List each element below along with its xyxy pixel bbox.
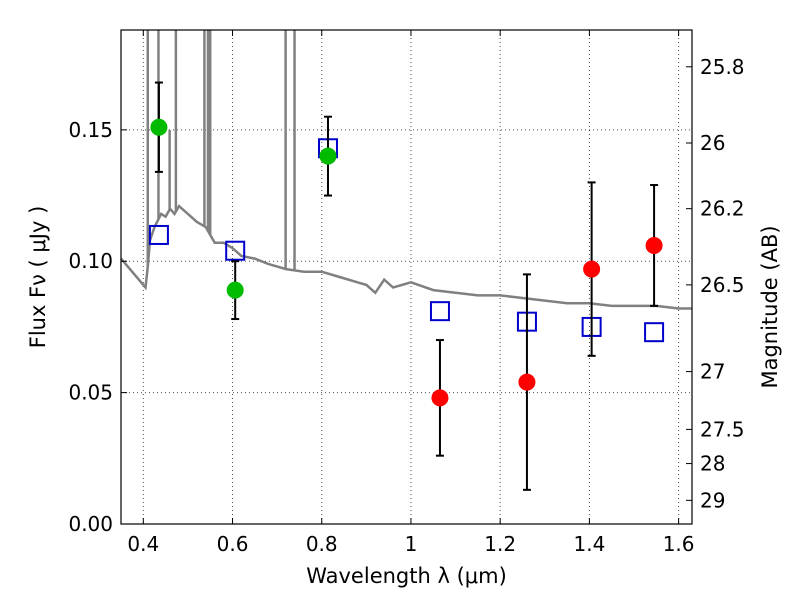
y2-tick-label: 27.5	[700, 417, 745, 441]
y-tick-label: 0.00	[68, 512, 113, 536]
data-point	[645, 236, 663, 254]
data-markers	[148, 81, 665, 491]
data-point	[518, 373, 536, 391]
y2-tick-label: 27	[700, 360, 725, 384]
y-tick-label: 0.10	[68, 249, 113, 273]
y2-tick-label: 26.5	[700, 273, 745, 297]
y2-tick-label: 26.2	[700, 197, 745, 221]
model-flux-square	[429, 301, 450, 322]
x-tick-label: 1.2	[484, 532, 516, 556]
x-tick-label: 1	[405, 532, 418, 556]
x-tick-label: 0.6	[217, 532, 249, 556]
x-tick-label: 1.4	[573, 532, 605, 556]
data-point	[583, 260, 601, 278]
model-spectrum	[120, 30, 692, 310]
x-tick-label: 1.6	[663, 532, 695, 556]
grid-lines	[121, 30, 692, 524]
axis-ticks: 0.4 0.6 0.8 1 1.2 1.4 1.6 0.00 0.05 0.10 0.15 25.8 2…	[68, 30, 745, 556]
model-continuum-line	[120, 204, 692, 310]
y-axis-label: Flux Fν ( μJy )	[26, 206, 50, 349]
model-flux-square	[644, 322, 665, 343]
data-point	[150, 118, 168, 136]
data-point	[226, 281, 244, 299]
data-point	[431, 389, 449, 407]
y-tick-label: 0.05	[68, 381, 113, 405]
y2-axis-label: Magnitude (AB)	[758, 225, 782, 388]
data-point	[319, 147, 337, 165]
model-flux-square	[225, 240, 246, 261]
x-axis-label: Wavelength λ (μm)	[306, 564, 507, 588]
y2-tick-label: 25.8	[700, 55, 745, 79]
y2-tick-label: 26	[700, 131, 725, 155]
y2-tick-label: 28	[700, 452, 725, 476]
model-flux-square	[148, 224, 169, 245]
y-tick-label: 0.15	[68, 118, 113, 142]
x-tick-label: 0.4	[127, 532, 159, 556]
plot-frame	[120, 29, 693, 525]
y2-tick-label: 29	[700, 488, 725, 512]
x-tick-label: 0.8	[306, 532, 338, 556]
